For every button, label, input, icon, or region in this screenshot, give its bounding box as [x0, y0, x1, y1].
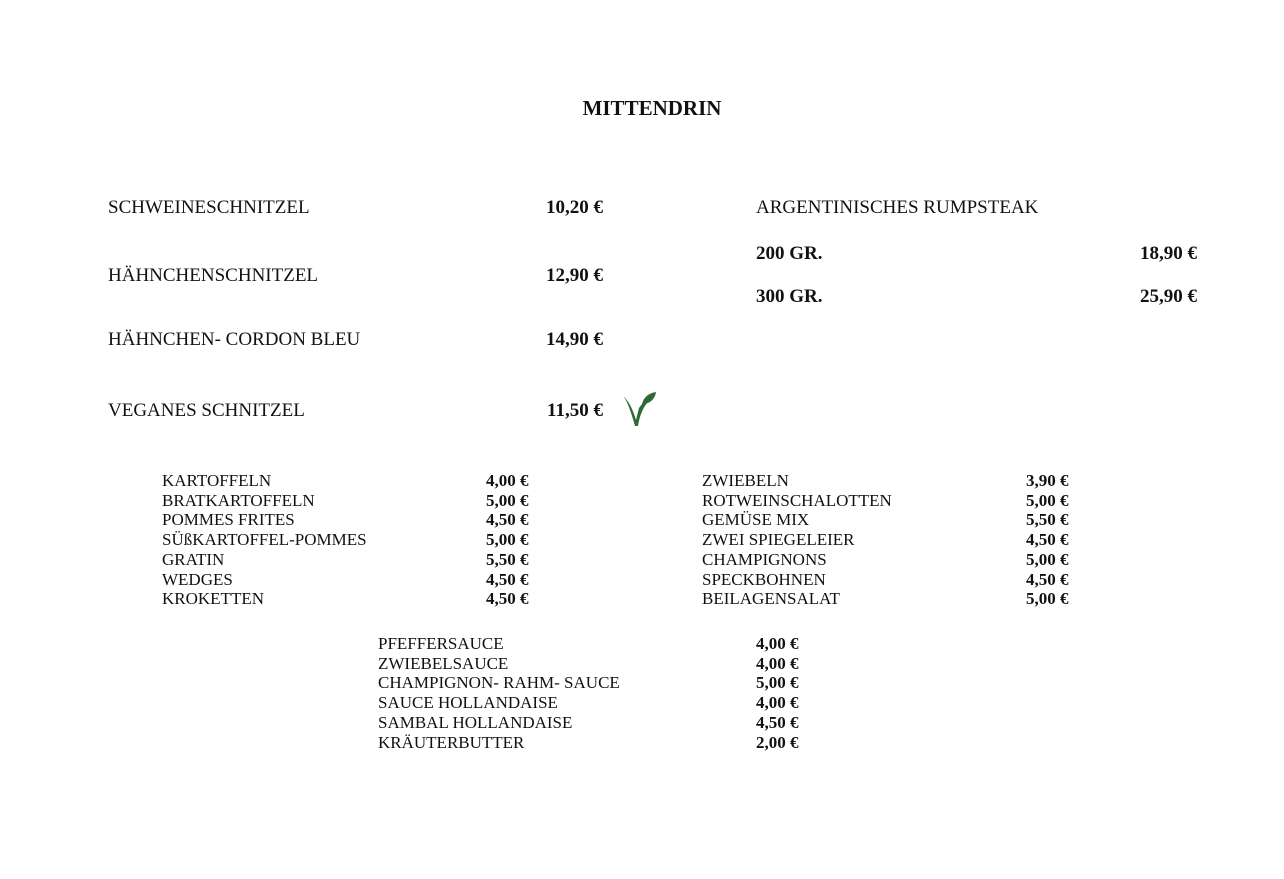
- side-item-name: CHAMPIGNONS: [702, 549, 827, 569]
- side-item-price: 3,90 €: [1026, 471, 1069, 490]
- side-item-price: 5,00 €: [1026, 589, 1069, 609]
- main-item-price: 10,20 €: [546, 197, 603, 218]
- sauce-name: SAMBAL HOLLANDAISE: [378, 712, 573, 732]
- main-item-price: 12,90 €: [546, 265, 603, 286]
- sauce-name: SAUCE HOLLANDAISE: [378, 693, 558, 713]
- side-item-name: GRATIN: [162, 549, 225, 569]
- side-item-name: BEILAGENSALAT: [702, 589, 840, 609]
- side-item-price: 5,00 €: [486, 490, 529, 510]
- sauce-price: 4,00 €: [756, 634, 799, 653]
- steak-size: 200 GR.: [756, 243, 823, 264]
- steak-name: ARGENTINISCHES RUMPSTEAK: [756, 197, 1039, 218]
- side-item-price: 5,00 €: [1026, 490, 1069, 510]
- sauce-name: CHAMPIGNON- RAHM- SAUCE: [378, 673, 620, 693]
- sauce-price: 4,00 €: [756, 693, 799, 713]
- steak-size: 300 GR.: [756, 286, 823, 307]
- side-item-name: SÜßKARTOFFEL-POMMES: [162, 530, 367, 550]
- main-item-price: 11,50 €: [547, 400, 603, 421]
- side-item-price: 4,50 €: [1026, 569, 1069, 589]
- side-item-price: 5,00 €: [1026, 549, 1069, 569]
- sauce-price: 4,50 €: [756, 712, 799, 732]
- side-item-price: 4,50 €: [1026, 530, 1069, 550]
- main-item-price: 14,90 €: [546, 329, 603, 350]
- side-item-name: KROKETTEN: [162, 589, 264, 609]
- main-item-name: HÄHNCHEN- CORDON BLEU: [108, 329, 361, 350]
- steak-price: 18,90 €: [1140, 243, 1197, 264]
- side-item-price: 4,50 €: [486, 589, 529, 609]
- side-item-price: 4,50 €: [486, 510, 529, 530]
- sauce-price: 2,00 €: [756, 732, 799, 752]
- side-item-price: 5,50 €: [1026, 510, 1069, 530]
- side-item-name: ZWEI SPIEGELEIER: [702, 530, 855, 550]
- sauce-name: ZWIEBELSAUCE: [378, 653, 509, 673]
- side-item-name: WEDGES: [162, 569, 233, 589]
- sauce-price: 5,00 €: [756, 673, 799, 693]
- page-title: MITTENDRIN: [582, 96, 722, 120]
- vegan-leaf-icon: [623, 392, 656, 426]
- side-item-name: ZWIEBELN: [702, 471, 789, 490]
- side-item-name: BRATKARTOFFELN: [162, 490, 315, 510]
- side-item-price: 4,50 €: [486, 569, 529, 589]
- main-item-name: HÄHNCHENSCHNITZEL: [108, 265, 319, 286]
- steak-price: 25,90 €: [1140, 286, 1197, 307]
- main-item-name: SCHWEINESCHNITZEL: [108, 197, 310, 218]
- side-item-price: 5,00 €: [486, 530, 529, 550]
- side-item-name: ROTWEINSCHALOTTEN: [702, 490, 892, 510]
- sauce-name: PFEFFERSAUCE: [378, 634, 504, 653]
- side-item-name: POMMES FRITES: [162, 510, 295, 530]
- side-item-name: SPECKBOHNEN: [702, 569, 826, 589]
- sauce-price: 4,00 €: [756, 653, 799, 673]
- side-item-price: 4,00 €: [486, 471, 529, 490]
- side-item-price: 5,50 €: [486, 549, 529, 569]
- main-item-name: VEGANES SCHNITZEL: [108, 400, 305, 421]
- sauce-name: KRÄUTERBUTTER: [378, 732, 525, 752]
- side-item-name: KARTOFFELN: [162, 471, 272, 490]
- side-item-name: GEMÜSE MIX: [702, 510, 810, 530]
